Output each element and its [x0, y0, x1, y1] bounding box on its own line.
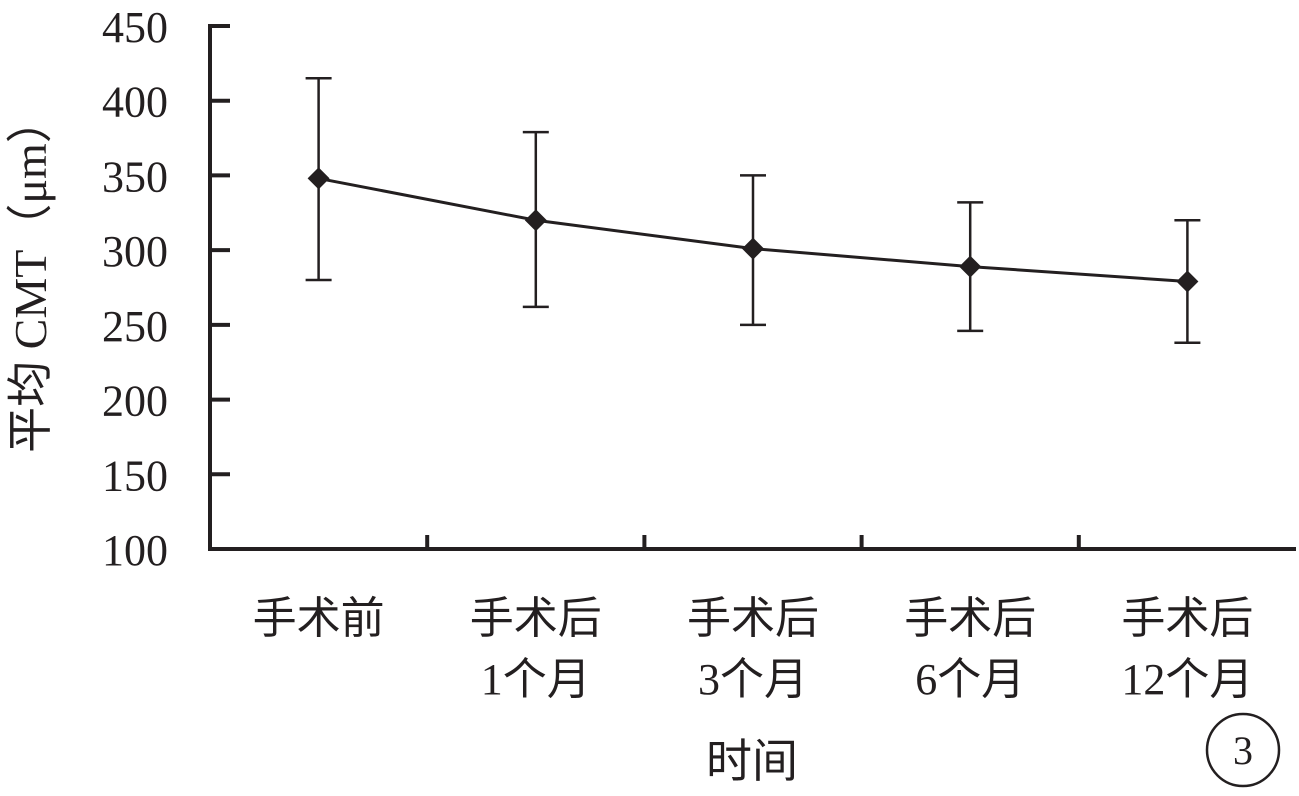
data-point-marker: [742, 237, 764, 260]
axes: [208, 24, 1296, 551]
panel-label-text: 3: [1233, 728, 1253, 773]
y-tick-label: 350: [102, 152, 168, 201]
data-point-marker: [959, 255, 982, 278]
x-axis-title: 时间: [706, 736, 798, 787]
x-category-label: 12个月: [1121, 655, 1253, 704]
y-axis-title: 平均 CMT（μm）: [5, 97, 56, 453]
y-tick-label: 450: [102, 3, 168, 52]
panel-label: 3: [1205, 712, 1281, 788]
x-category-label: 手术后: [904, 594, 1036, 643]
x-category-labels: 手术前 手术后 1个月 手术后 3个月 手术后 6个月 手术后 12个月: [253, 594, 1254, 704]
y-tick-label: 250: [102, 302, 168, 351]
data-point-marker: [307, 167, 330, 190]
y-tick-label: 200: [102, 377, 168, 426]
x-category-label: 手术前: [253, 594, 385, 643]
x-category-label: 手术后: [1121, 594, 1253, 643]
data-point-marker: [1176, 270, 1199, 293]
x-category-label: 手术后: [687, 594, 819, 643]
error-bars: [305, 77, 1201, 345]
x-category-label: 6个月: [915, 655, 1025, 704]
x-category-label: 手术后: [470, 594, 602, 643]
x-category-label: 1个月: [481, 655, 591, 704]
data-markers: [307, 167, 1199, 293]
data-point-marker: [524, 209, 547, 232]
y-tick-label: 400: [102, 78, 168, 127]
y-tick-labels: 100 150 200 250 300 350 400 450: [102, 3, 168, 575]
y-tick-label: 300: [102, 227, 168, 276]
y-tick-label: 150: [102, 451, 168, 500]
panel-label-circle: [1205, 712, 1281, 788]
y-tick-label: 100: [102, 526, 168, 575]
x-category-label: 3个月: [698, 655, 808, 704]
